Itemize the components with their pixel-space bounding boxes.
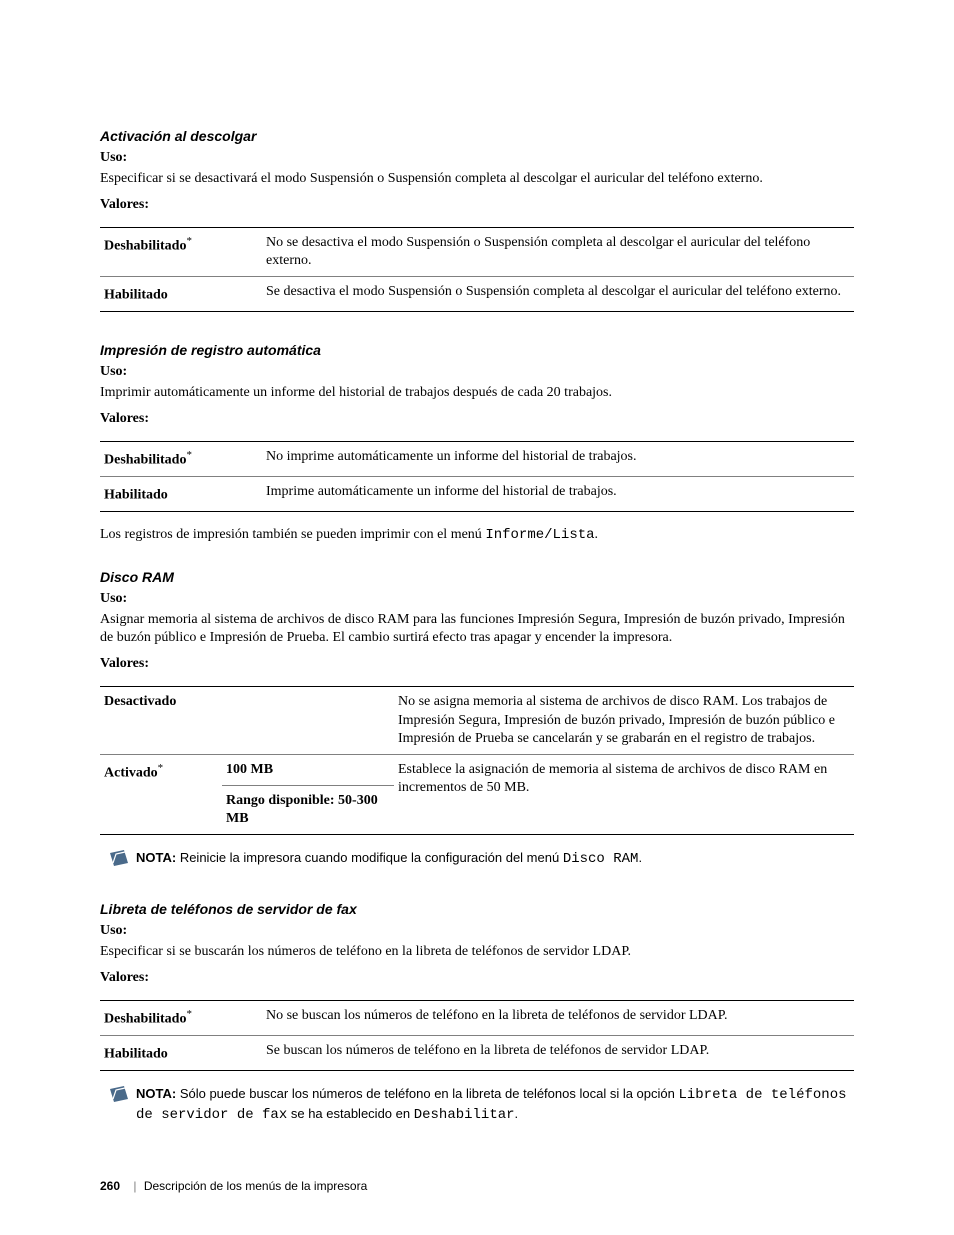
note-bold: NOTA: [136, 850, 176, 865]
text-pre: Los registros de impresión también se pu… [100, 527, 485, 542]
note-post: . [638, 850, 642, 865]
row-label: Habilitado [104, 1046, 168, 1061]
asterisk: * [158, 762, 164, 774]
row-desc: No se desactiva el modo Suspensión o Sus… [262, 227, 854, 276]
uso-label: Uso: [100, 364, 854, 380]
valores-label: Valores: [100, 411, 854, 427]
uso-text: Asignar memoria al sistema de archivos d… [100, 611, 854, 649]
row-desc: Establece la asignación de memoria al si… [394, 754, 854, 835]
row-sublabel: 100 MB [222, 754, 394, 785]
table-libreta-fax: Deshabilitado* No se buscan los números … [100, 1000, 854, 1071]
row-desc: Se buscan los números de teléfono en la … [262, 1035, 854, 1070]
note-pre: Reinicie la impresora cuando modifique l… [176, 850, 563, 865]
note-bold: NOTA: [136, 1086, 176, 1101]
table-disco-ram: Desactivado No se asigna memoria al sist… [100, 686, 854, 835]
row-desc: Se desactiva el modo Suspensión o Suspen… [262, 277, 854, 312]
footer-chapter: Descripción de los menús de la impresora [144, 1179, 367, 1193]
note-pre: Sólo puede buscar los números de teléfon… [176, 1086, 678, 1101]
row-desc: No se asigna memoria al sistema de archi… [394, 687, 854, 755]
uso-text: Imprimir automáticamente un informe del … [100, 384, 854, 403]
row-label: Deshabilitado [104, 239, 186, 254]
uso-text: Especificar si se buscarán los números d… [100, 943, 854, 962]
row-desc: No imprime automáticamente un informe de… [262, 442, 854, 477]
note-disco-ram: NOTA: Reinicie la impresora cuando modif… [110, 849, 854, 871]
table-activacion: Deshabilitado* No se desactiva el modo S… [100, 227, 854, 312]
note-libreta-fax: NOTA: Sólo puede buscar los números de t… [110, 1085, 854, 1125]
valores-label: Valores: [100, 656, 854, 672]
heading-libreta-fax: Libreta de teléfonos de servidor de fax [100, 901, 854, 917]
row-label: Desactivado [100, 687, 222, 755]
heading-activacion: Activación al descolgar [100, 128, 854, 144]
asterisk: * [186, 1008, 192, 1020]
asterisk: * [186, 235, 192, 247]
uso-text: Especificar si se desactivará el modo Su… [100, 170, 854, 189]
row-desc: Imprime automáticamente un informe del h… [262, 476, 854, 511]
asterisk: * [186, 449, 192, 461]
heading-impresion-registro: Impresión de registro automática [100, 342, 854, 358]
valores-label: Valores: [100, 197, 854, 213]
uso-label: Uso: [100, 591, 854, 607]
page-number: 260 [100, 1179, 120, 1193]
table-impresion-registro: Deshabilitado* No imprime automáticament… [100, 441, 854, 512]
row-label: Deshabilitado [104, 453, 186, 468]
uso-label: Uso: [100, 150, 854, 166]
note-icon [110, 850, 128, 871]
row-label: Habilitado [104, 288, 168, 303]
row-sublabel: Rango disponible: 50-300 MB [222, 786, 394, 835]
note-mono: Deshabilitar [414, 1107, 515, 1123]
footer-sep: | [133, 1179, 136, 1193]
page-footer: 260 | Descripción de los menús de la imp… [100, 1179, 367, 1193]
row-label: Activado [104, 766, 158, 781]
note-mid: se ha establecido en [287, 1106, 413, 1121]
note-post: . [515, 1106, 519, 1121]
mono-text: Informe/Lista [485, 527, 594, 543]
note-icon [110, 1086, 128, 1107]
row-label: Habilitado [104, 488, 168, 503]
valores-label: Valores: [100, 970, 854, 986]
row-desc: No se buscan los números de teléfono en … [262, 1000, 854, 1035]
note-mono: Disco RAM [563, 851, 639, 867]
heading-disco-ram: Disco RAM [100, 569, 854, 585]
uso-label: Uso: [100, 923, 854, 939]
text-post: . [595, 527, 599, 542]
row-label: Deshabilitado [104, 1012, 186, 1027]
after-table-text: Los registros de impresión también se pu… [100, 526, 854, 545]
